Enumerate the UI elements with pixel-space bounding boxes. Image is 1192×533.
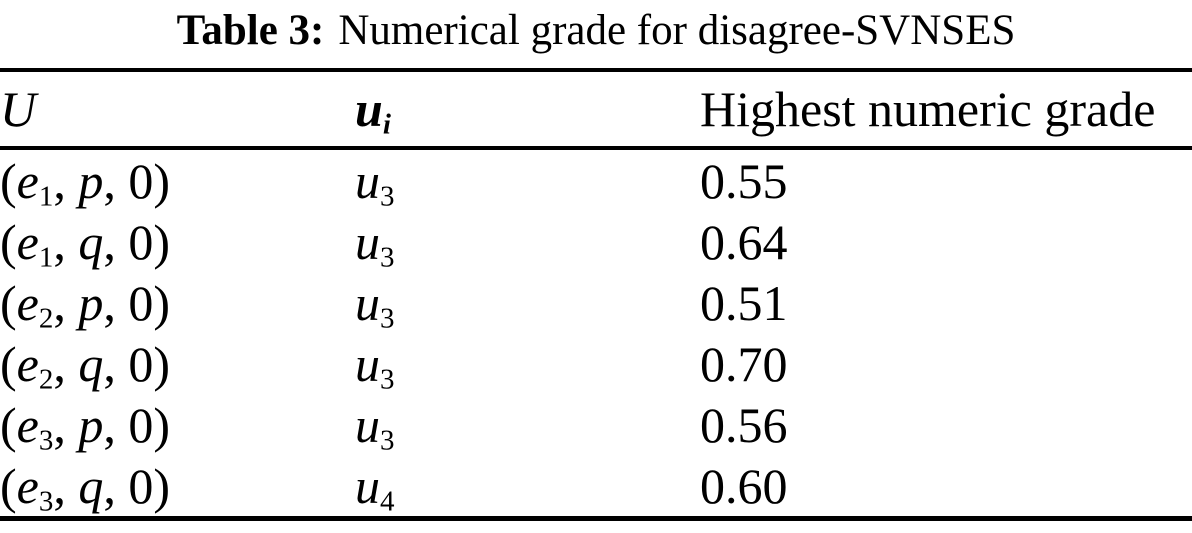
close-part: , 0) bbox=[103, 152, 171, 209]
close-part: , 0) bbox=[103, 335, 171, 392]
header-cell-grade: Highest numeric grade bbox=[700, 70, 1192, 150]
cell-tuple: (e3, p, 0) bbox=[0, 394, 355, 455]
cell-grade: 0.55 bbox=[700, 152, 788, 209]
table-caption: Numerical grade for disagree-SVNSES bbox=[338, 7, 1016, 54]
table-row: (e2, q, 0) u3 0.70 bbox=[0, 333, 1192, 394]
table-row: (e2, p, 0) u3 0.51 bbox=[0, 272, 1192, 333]
cell-ui: u3 bbox=[355, 394, 700, 455]
cell-ui: u3 bbox=[355, 333, 700, 394]
ui-letter: u bbox=[355, 396, 380, 453]
header-ui-letter: u bbox=[355, 81, 383, 137]
table-row: (e3, q, 0) u4 0.60 bbox=[0, 455, 1192, 519]
ui-subscript: 3 bbox=[380, 301, 395, 334]
ui-subscript: 3 bbox=[380, 423, 395, 456]
cell-grade: 0.56 bbox=[700, 396, 788, 453]
header-grade-label: Highest numeric grade bbox=[700, 81, 1156, 137]
ui-subscript: 4 bbox=[380, 484, 395, 517]
ui-letter: u bbox=[355, 457, 380, 514]
table-title: Table 3: Numerical grade for disagree-SVN… bbox=[0, 0, 1192, 68]
header-cell-ui: ui bbox=[355, 70, 700, 150]
cell-ui: u4 bbox=[355, 455, 700, 519]
separator: , bbox=[53, 396, 79, 453]
header-ui-symbol: ui bbox=[355, 81, 391, 141]
ui-subscript: 3 bbox=[380, 179, 395, 212]
close-part: , 0) bbox=[103, 213, 171, 270]
cell-tuple: (e2, p, 0) bbox=[0, 272, 355, 333]
open-paren: ( bbox=[0, 396, 17, 453]
element-symbol: e bbox=[16, 335, 39, 392]
table-row: (e1, p, 0) u3 0.55 bbox=[0, 148, 1192, 211]
parameter-symbol: p bbox=[78, 152, 104, 209]
element-symbol: e bbox=[16, 457, 39, 514]
close-part: , 0) bbox=[103, 457, 171, 514]
cell-tuple: (e3, q, 0) bbox=[0, 455, 355, 519]
separator: , bbox=[53, 457, 79, 514]
cell-grade: 0.70 bbox=[700, 335, 788, 392]
parameter-symbol: p bbox=[78, 396, 104, 453]
separator: , bbox=[53, 274, 79, 331]
element-subscript: 3 bbox=[38, 484, 54, 517]
close-part: , 0) bbox=[103, 274, 171, 331]
ui-letter: u bbox=[355, 274, 380, 331]
table-number-label: Table 3: bbox=[176, 7, 325, 54]
cell-tuple: (e1, q, 0) bbox=[0, 211, 355, 272]
cell-ui: u3 bbox=[355, 211, 700, 272]
cell-ui: u3 bbox=[355, 148, 700, 211]
open-paren: ( bbox=[0, 213, 17, 270]
cell-tuple: (e2, q, 0) bbox=[0, 333, 355, 394]
cell-ui: u3 bbox=[355, 272, 700, 333]
cell-tuple: (e1, p, 0) bbox=[0, 148, 355, 211]
header-row: U ui Highest numeric grade bbox=[0, 70, 1192, 150]
parameter-symbol: q bbox=[78, 213, 104, 270]
header-ui-subscript: i bbox=[382, 108, 391, 141]
element-subscript: 2 bbox=[38, 362, 54, 395]
cell-grade: 0.60 bbox=[700, 457, 788, 514]
separator: , bbox=[53, 335, 79, 392]
element-subscript: 1 bbox=[38, 179, 54, 212]
ui-letter: u bbox=[355, 152, 380, 209]
ui-letter: u bbox=[355, 213, 380, 270]
ui-letter: u bbox=[355, 335, 380, 392]
cell-grade: 0.64 bbox=[700, 213, 788, 270]
open-paren: ( bbox=[0, 274, 17, 331]
ui-subscript: 3 bbox=[380, 362, 395, 395]
element-symbol: e bbox=[16, 274, 39, 331]
element-subscript: 1 bbox=[38, 240, 54, 273]
table-row: (e1, q, 0) u3 0.64 bbox=[0, 211, 1192, 272]
header-universe-symbol: U bbox=[0, 81, 37, 137]
separator: , bbox=[53, 213, 79, 270]
element-subscript: 2 bbox=[38, 301, 54, 334]
parameter-symbol: q bbox=[78, 457, 104, 514]
element-subscript: 3 bbox=[38, 423, 54, 456]
element-symbol: e bbox=[16, 396, 39, 453]
cell-grade: 0.51 bbox=[700, 274, 788, 331]
grade-table: U ui Highest numeric grade (e1, p, 0) u3… bbox=[0, 68, 1192, 521]
element-symbol: e bbox=[16, 152, 39, 209]
open-paren: ( bbox=[0, 457, 17, 514]
open-paren: ( bbox=[0, 152, 17, 209]
separator: , bbox=[53, 152, 79, 209]
parameter-symbol: q bbox=[78, 335, 104, 392]
header-cell-universe: U bbox=[0, 70, 355, 150]
element-symbol: e bbox=[16, 213, 39, 270]
close-part: , 0) bbox=[103, 396, 171, 453]
parameter-symbol: p bbox=[78, 274, 104, 331]
open-paren: ( bbox=[0, 335, 17, 392]
ui-subscript: 3 bbox=[380, 240, 395, 273]
table-row: (e3, p, 0) u3 0.56 bbox=[0, 394, 1192, 455]
